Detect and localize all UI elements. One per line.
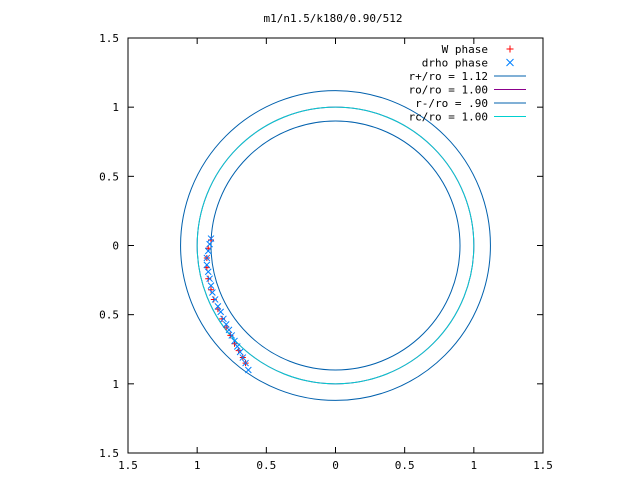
circle-series xyxy=(196,106,475,385)
x-tick-label: 0.5 xyxy=(256,459,276,472)
drho-phase-point xyxy=(204,247,212,255)
legend-label: W phase xyxy=(442,43,488,56)
drho-phase-point xyxy=(204,268,212,276)
data-points xyxy=(203,235,252,374)
drho-phase-point xyxy=(228,332,236,339)
legend-label: drho phase xyxy=(422,57,488,70)
x-tick-label: 1 xyxy=(194,459,201,472)
w-phase-point xyxy=(205,275,212,282)
drho-phase-point xyxy=(231,337,238,345)
drho-phase-point xyxy=(209,289,216,296)
legend-label: r+/ro = 1.12 xyxy=(409,70,488,83)
legend-label: ro/ro = 1.00 xyxy=(409,84,488,97)
reference-circles xyxy=(180,90,491,401)
drho-phase-point xyxy=(217,308,225,316)
drho-phase-point xyxy=(207,235,215,242)
w-phase-point xyxy=(205,245,212,252)
x-tick-label: 0 xyxy=(332,459,339,472)
drho-phase-point xyxy=(220,315,227,323)
drho-phase-point xyxy=(242,359,249,367)
circle-series xyxy=(196,106,475,385)
x-tick-label: 1.5 xyxy=(533,459,553,472)
y-tick-label: 1 xyxy=(112,378,119,391)
y-tick-label: 0 xyxy=(112,240,119,253)
legend-label: r-/ro = .90 xyxy=(415,97,488,110)
drho-phase-point xyxy=(206,275,213,283)
w-phase-point xyxy=(210,296,217,303)
circle-series xyxy=(210,120,461,371)
y-tick-label: 1.5 xyxy=(99,32,119,45)
drho-phase-point xyxy=(206,240,213,248)
x-tick-label: 0.5 xyxy=(395,459,415,472)
drho-phase-point xyxy=(203,254,211,262)
legend-label: rc/ro = 1.00 xyxy=(409,111,488,124)
y-tick-label: 1.5 xyxy=(99,447,119,460)
drho-phase-point xyxy=(214,303,222,310)
w-phase-point xyxy=(203,264,210,271)
drho-phase-point xyxy=(203,261,211,269)
drho-phase-point xyxy=(225,326,233,334)
drho-phase-point xyxy=(207,282,215,289)
legend-marker xyxy=(506,45,514,53)
x-tick-label: 1 xyxy=(471,459,478,472)
drho-phase-point xyxy=(211,296,219,303)
drho-phase-point xyxy=(239,354,247,361)
y-tick-label: 0.5 xyxy=(99,309,119,322)
drho-phase-point xyxy=(222,320,230,328)
legend-marker xyxy=(506,58,514,67)
axis-ticks: 1.5 1 0.5 0 0.5 1 1.51.510.500.511.5 xyxy=(99,32,553,472)
y-tick-label: 1 xyxy=(112,101,119,114)
drho-phase-point xyxy=(244,366,252,374)
chart-title: m1/n1.5/k180/0.90/512 xyxy=(263,12,402,25)
x-tick-label: 1.5 xyxy=(118,459,138,472)
drho-phase-point xyxy=(236,348,244,356)
circle-series xyxy=(180,90,491,401)
drho-phase-point xyxy=(233,343,241,350)
y-tick-label: 0.5 xyxy=(99,170,119,183)
